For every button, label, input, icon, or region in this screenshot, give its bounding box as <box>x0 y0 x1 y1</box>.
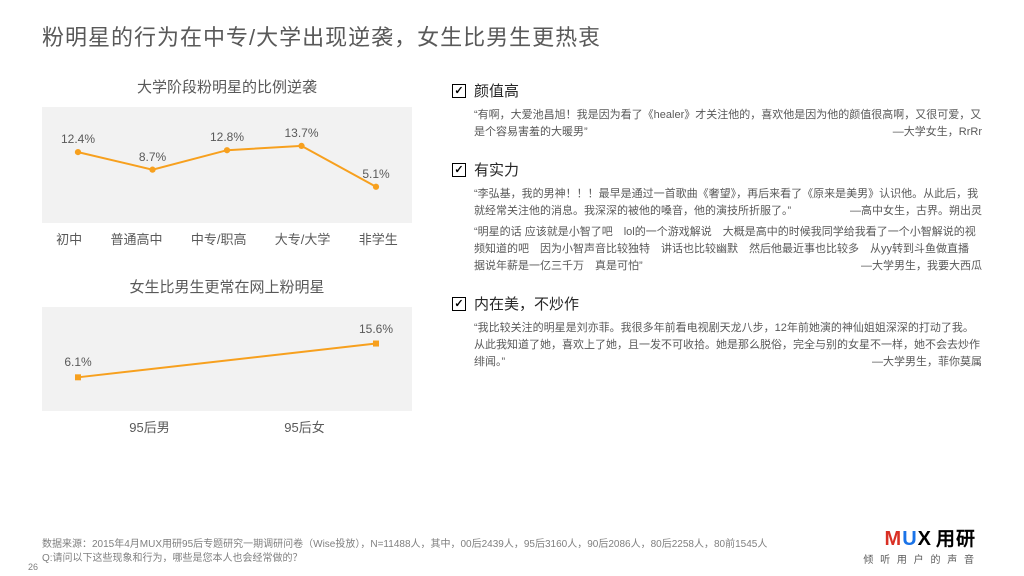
chart-x-label: 普通高中 <box>111 229 163 248</box>
item-block: ✓ 内在美，不炒作 “我比较关注的明星是刘亦菲。我很多年前看电视剧天龙八步，12年前… <box>452 293 982 371</box>
item-block: ✓ 有实力 “李弘基，我的男神！！！最早是通过一首歌曲《奢望》，再后来看了《原来是美… <box>452 159 982 275</box>
item-title: 有实力 <box>474 159 519 180</box>
chart-x-label: 95后男 <box>129 417 169 436</box>
chart-data-label: 6.1% <box>64 355 91 369</box>
content-row: 大学阶段粉明星的比例逆袭 12.4% 8.7% 12.8% 13.7% 5.1% 初中 普… <box>42 76 982 464</box>
item-title: 颜值高 <box>474 80 519 101</box>
chart-x-label: 大专/大学 <box>275 229 331 248</box>
logo-u: U <box>902 528 917 550</box>
chart-data-label: 15.6% <box>359 322 393 336</box>
chart-data-label: 8.7% <box>139 150 166 164</box>
chart1-xlabels: 初中 普通高中 中专/职高 大专/大学 非学生 <box>42 223 412 252</box>
quote-attrib: —高中女生，古界。朔出灵 <box>850 203 982 220</box>
chart-x-label: 初中 <box>56 229 82 248</box>
footer: 数据来源：2015年4月MUX用研95后专题研究一期调研问卷（Wise投放），N… <box>42 538 982 566</box>
chart-x-label: 95后女 <box>284 417 324 436</box>
chart1-canvas: 12.4% 8.7% 12.8% 13.7% 5.1% <box>42 107 412 223</box>
chart-x-label: 中专/职高 <box>191 229 247 248</box>
logo-x: X <box>918 528 932 550</box>
logo-tagline: 倾 听 用 户 的 声 音 <box>863 554 976 568</box>
check-icon: ✓ <box>452 163 466 177</box>
logo-m: M <box>885 528 903 550</box>
chart2-canvas: 6.1% 15.6% <box>42 307 412 411</box>
quote-text: “李弘基，我的男神！！！最早是通过一首歌曲《奢望》，再后来看了《原来是美男》认识… <box>452 186 982 220</box>
page-number: 26 <box>28 562 38 572</box>
quote-attrib: —大学女生，RrRr <box>893 124 982 141</box>
quote-attrib: —大学男生，菲你莫属 <box>872 354 982 371</box>
chart-x-label: 非学生 <box>359 229 398 248</box>
text-column: ✓ 颜值高 “有啊，大爱池昌旭！我是因为看了《healer》才关注他的，喜欢他是因为… <box>452 76 982 464</box>
item-head: ✓ 内在美，不炒作 <box>452 293 982 314</box>
charts-column: 大学阶段粉明星的比例逆袭 12.4% 8.7% 12.8% 13.7% 5.1% 初中 普… <box>42 76 412 464</box>
chart-data-label: 13.7% <box>284 126 318 140</box>
item-head: ✓ 颜值高 <box>452 80 982 101</box>
chart-data-label: 5.1% <box>362 167 389 181</box>
chart1-block: 大学阶段粉明星的比例逆袭 12.4% 8.7% 12.8% 13.7% 5.1% 初中 普… <box>42 76 412 252</box>
chart1-title: 大学阶段粉明星的比例逆袭 <box>42 76 412 97</box>
page-title: 粉明星的行为在中专/大学出现逆袭，女生比男生更热衷 <box>42 20 982 52</box>
chart2-xlabels: 95后男 95后女 <box>42 411 412 440</box>
check-icon: ✓ <box>452 84 466 98</box>
quote-text: “明星的话 应该就是小智了吧 lol的一个游戏解说 大概是高中的时候我同学给我看… <box>452 224 982 275</box>
item-block: ✓ 颜值高 “有啊，大爱池昌旭！我是因为看了《healer》才关注他的，喜欢他是因为… <box>452 80 982 141</box>
chart-data-label: 12.4% <box>61 132 95 146</box>
logo: MUX用研 倾 听 用 户 的 声 音 <box>863 525 976 568</box>
item-title: 内在美，不炒作 <box>474 293 579 314</box>
check-icon: ✓ <box>452 297 466 311</box>
footer-question: Q:请问以下这些现象和行为，哪些是您本人也会经常做的？ <box>42 552 982 566</box>
quote-text: “我比较关注的明星是刘亦菲。我很多年前看电视剧天龙八步，12年前她演的神仙姐姐深… <box>452 320 982 371</box>
chart-data-label: 12.8% <box>210 130 244 144</box>
chart2-block: 女生比男生更常在网上粉明星 6.1% 15.6% 95后男 95后女 <box>42 276 412 440</box>
footer-source: 数据来源：2015年4月MUX用研95后专题研究一期调研问卷（Wise投放），N… <box>42 538 982 552</box>
quote-text: “有啊，大爱池昌旭！我是因为看了《healer》才关注他的，喜欢他是因为他的颜值… <box>452 107 982 141</box>
quote-attrib: —大学男生，我要大西瓜 <box>861 258 982 275</box>
item-head: ✓ 有实力 <box>452 159 982 180</box>
chart2-title: 女生比男生更常在网上粉明星 <box>42 276 412 297</box>
logo-cn: 用研 <box>936 529 976 550</box>
